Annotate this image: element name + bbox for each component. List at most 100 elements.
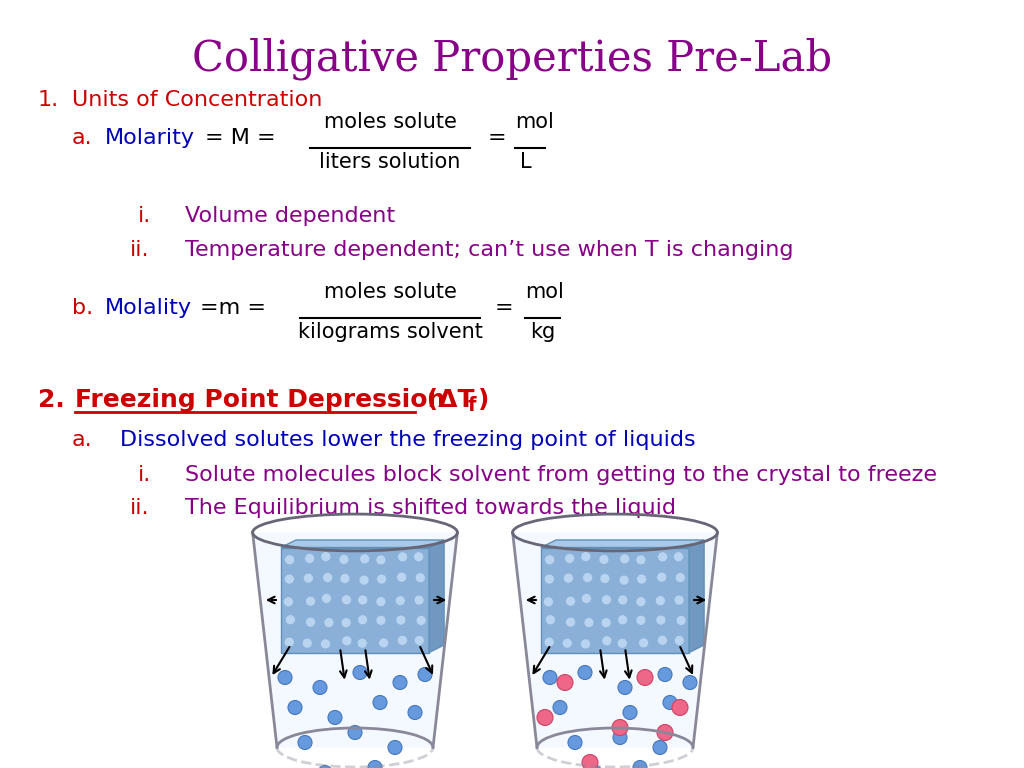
Circle shape [376,615,386,625]
Text: f: f [468,396,476,415]
Circle shape [600,574,610,584]
Circle shape [655,596,666,606]
Text: Molality: Molality [105,298,193,318]
Text: L: L [520,152,531,172]
Circle shape [578,666,592,680]
Circle shape [322,594,332,604]
Circle shape [328,710,342,724]
Text: a.: a. [72,128,92,148]
Circle shape [602,636,611,646]
Circle shape [357,638,368,648]
Circle shape [397,552,408,562]
Circle shape [414,551,424,561]
Circle shape [537,710,553,726]
Text: Colligative Properties Pre-Lab: Colligative Properties Pre-Lab [191,38,833,81]
Circle shape [546,614,555,624]
Circle shape [637,574,646,584]
Circle shape [348,726,362,740]
Circle shape [341,617,351,627]
Circle shape [663,696,677,710]
Text: (ΔT: (ΔT [418,388,474,412]
Circle shape [623,706,637,720]
Circle shape [553,700,567,714]
Text: =m =: =m = [200,298,266,318]
Circle shape [565,617,575,627]
Text: ): ) [478,388,489,412]
Text: kg: kg [530,322,555,342]
Circle shape [284,597,294,607]
Circle shape [636,615,646,625]
Circle shape [545,637,554,647]
Circle shape [637,670,653,686]
Circle shape [545,574,554,584]
Circle shape [636,554,646,565]
Circle shape [339,554,349,564]
Circle shape [672,700,688,716]
Circle shape [599,554,609,564]
Circle shape [323,573,333,583]
Circle shape [285,574,294,584]
Text: = M =: = M = [205,128,275,148]
Text: a.: a. [72,430,92,450]
Circle shape [305,617,315,627]
Circle shape [376,554,386,565]
Circle shape [359,575,369,585]
Circle shape [656,572,667,582]
Circle shape [582,594,592,604]
Circle shape [408,706,422,720]
Text: Units of Concentration: Units of Concentration [72,90,323,110]
Circle shape [377,574,387,584]
Circle shape [303,573,313,583]
Circle shape [285,637,294,647]
Text: Molarity: Molarity [105,128,195,148]
Circle shape [544,597,553,607]
Circle shape [617,595,628,605]
Circle shape [318,766,332,768]
Circle shape [676,615,686,625]
Text: 2.: 2. [38,388,65,412]
Circle shape [583,573,593,583]
Polygon shape [281,548,429,653]
Circle shape [304,554,314,564]
Text: i.: i. [138,465,152,485]
Text: Dissolved solutes lower the freezing point of liquids: Dissolved solutes lower the freezing poi… [120,430,695,450]
Circle shape [379,638,389,648]
Text: 1.: 1. [38,90,59,110]
Circle shape [321,551,331,561]
Text: Freezing Point Depression: Freezing Point Depression [75,388,445,412]
Circle shape [563,573,573,583]
Circle shape [582,754,598,768]
Text: i.: i. [138,206,152,226]
Circle shape [340,574,350,584]
Text: moles solute: moles solute [324,112,457,132]
Text: ii.: ii. [130,240,150,260]
Polygon shape [513,532,718,747]
Circle shape [415,635,424,645]
Circle shape [658,667,672,681]
Circle shape [285,554,295,564]
Text: moles solute: moles solute [324,282,457,302]
Circle shape [393,676,407,690]
Circle shape [584,617,594,627]
Polygon shape [429,540,444,653]
Circle shape [305,596,315,606]
Text: Temperature dependent; can’t use when T is changing: Temperature dependent; can’t use when T … [185,240,794,260]
Circle shape [278,670,292,684]
Circle shape [395,596,406,606]
Circle shape [657,724,673,740]
Polygon shape [281,540,444,548]
Circle shape [286,614,295,624]
Circle shape [617,614,628,625]
Text: =: = [495,298,514,318]
Circle shape [617,638,628,648]
Text: liters solution: liters solution [319,152,461,172]
Circle shape [545,554,555,564]
Circle shape [674,551,684,561]
Circle shape [565,596,575,606]
Circle shape [388,740,402,754]
Circle shape [620,554,630,564]
Circle shape [633,760,647,768]
Circle shape [397,635,408,645]
Text: =: = [488,128,507,148]
Circle shape [416,615,426,625]
